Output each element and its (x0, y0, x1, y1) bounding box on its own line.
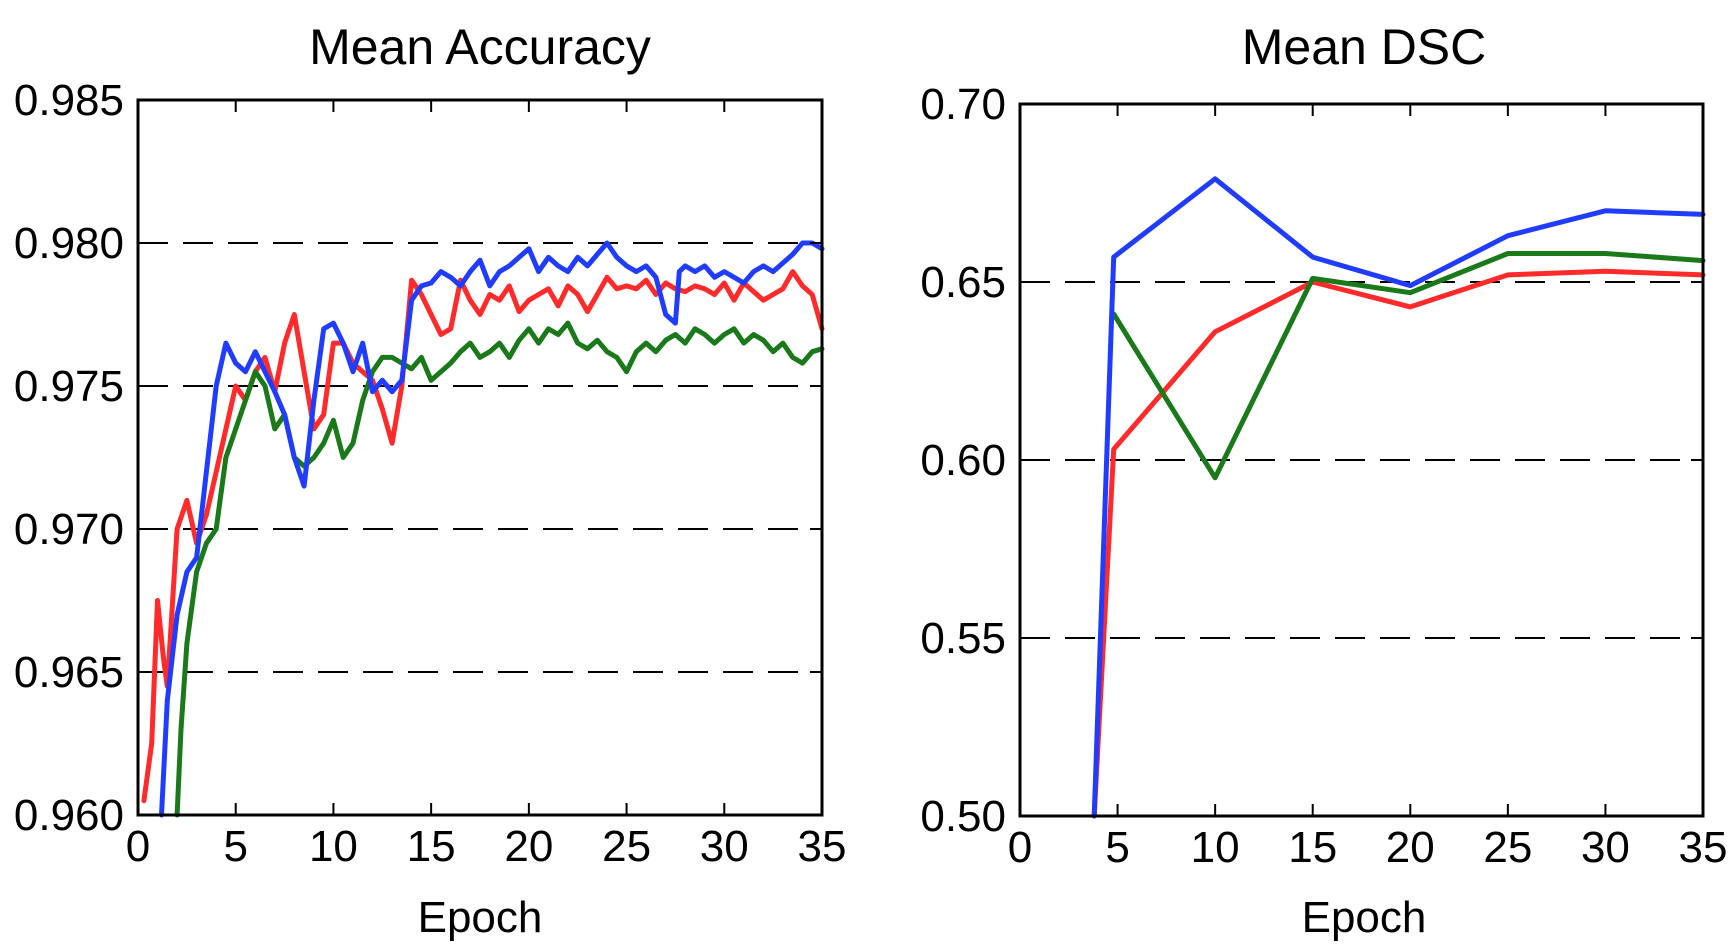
series-line-2 (159, 240, 825, 818)
series-group (1091, 176, 1706, 819)
y-tick-label: 0.985 (14, 76, 124, 125)
x-tick-label: 5 (1105, 823, 1129, 872)
x-tick-label: 20 (1386, 823, 1435, 872)
y-tick-label: 0.970 (14, 505, 124, 554)
x-tick-label: 35 (1679, 823, 1728, 872)
series-line-1 (174, 320, 825, 818)
y-tick-label: 0.50 (920, 792, 1006, 841)
x-tick-label: 15 (1288, 823, 1337, 872)
x-tick-label: 30 (1581, 823, 1630, 872)
x-tick-label: 35 (798, 822, 847, 871)
chart-title: Mean Accuracy (309, 19, 651, 75)
x-tick-label: 0 (1008, 823, 1032, 872)
x-tick-label: 30 (700, 822, 749, 871)
x-tick-label: 10 (1191, 823, 1240, 872)
chart-title: Mean DSC (1242, 19, 1487, 75)
plot-frame (136, 98, 824, 817)
y-tick-label: 0.65 (920, 258, 1006, 307)
y-tick-label: 0.960 (14, 791, 124, 840)
series-line-0 (1091, 268, 1706, 819)
ticks: 0 5 10 15 20 25 30 35 0.50 0.55 0.60 0.65 0.70 (920, 80, 1727, 872)
series-group (141, 240, 825, 818)
chart-mean-dsc: Mean DSC Epoch 0 5 10 15 20 25 30 35 0.50 0.55 0.6… (920, 19, 1727, 942)
x-tick-label: 5 (223, 822, 247, 871)
x-tick-label: 15 (407, 822, 456, 871)
chart-mean-accuracy: Mean Accuracy Epoch 0 5 10 15 20 25 30 350.9600… (14, 19, 847, 942)
x-axis-label: Epoch (1302, 893, 1427, 942)
series-line-2 (1091, 176, 1706, 819)
y-tick-label: 0.55 (920, 614, 1006, 663)
y-tick-label: 0.965 (14, 648, 124, 697)
grid-lines (1020, 281, 1703, 639)
y-tick-label: 0.60 (920, 436, 1006, 485)
series-line-0 (141, 269, 825, 804)
x-tick-label: 10 (309, 822, 358, 871)
series-line-1 (1111, 251, 1706, 481)
x-tick-label: 20 (504, 822, 553, 871)
grid-lines (138, 242, 822, 673)
y-tick-label: 0.980 (14, 219, 124, 268)
x-tick-label: 25 (1483, 823, 1532, 872)
x-axis-label: Epoch (418, 893, 543, 942)
y-tick-label: 0.70 (920, 80, 1006, 129)
x-tick-label: 25 (602, 822, 651, 871)
ticks: 0 5 10 15 20 25 30 35 0.960 0.965 0.970 0.975 0.980 0… (14, 76, 847, 871)
x-tick-label: 0 (126, 822, 150, 871)
y-tick-label: 0.975 (14, 362, 124, 411)
